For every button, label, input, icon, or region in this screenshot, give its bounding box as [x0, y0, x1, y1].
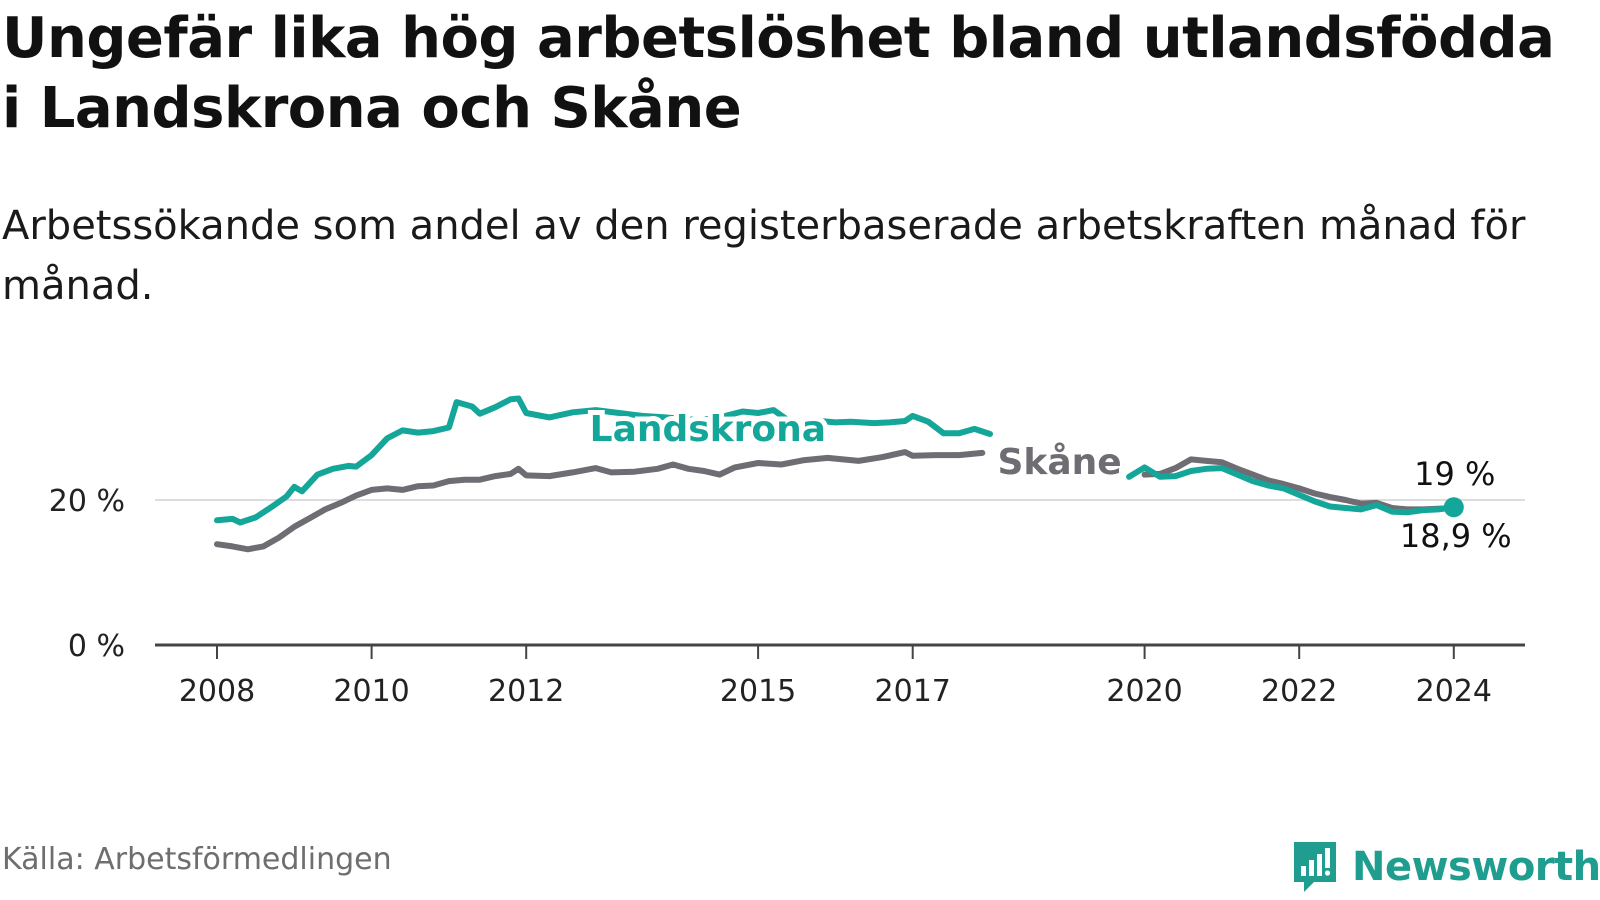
newsworthy-logo-text: Newsworthy	[1352, 844, 1600, 890]
newsworthy-logo[interactable]: Newsworthy	[1290, 838, 1600, 896]
x-tick-label: 2012	[488, 674, 564, 709]
chart-subtitle: Arbetssökande som andel av den registerb…	[2, 203, 1526, 309]
series-line-skane	[214, 449, 986, 553]
series-line-landskrona	[214, 395, 993, 526]
x-tick-label: 2024	[1416, 674, 1492, 709]
axis-layer: 0 % 20 % 2008 2010 2012 2015 2017 2020 2022 2024	[49, 484, 1525, 709]
x-tick-label: 2022	[1261, 674, 1337, 709]
series-label-skane: Skåne	[997, 442, 1121, 483]
end-label-landskrona: 19 %	[1414, 455, 1495, 493]
end-label-skane: 18,9 %	[1400, 517, 1512, 555]
series-layer	[214, 395, 1457, 553]
x-tick-label: 2020	[1106, 674, 1182, 709]
series-line-landskrona	[1126, 464, 1457, 516]
label-layer: Landskrona Skåne 19 % 18,9 %	[585, 404, 1512, 555]
series-label-landskrona: Landskrona	[590, 409, 826, 450]
line-chart: 0 %20 %2008 2010 2012 2015 2017 2020 2022 2024 …	[49, 395, 1525, 709]
source-note: Källa: Arbetsförmedlingen	[2, 842, 392, 877]
x-tick-label: 2015	[720, 674, 796, 709]
series-line-skane	[1141, 456, 1457, 513]
end-marker-landskrona	[1443, 497, 1464, 518]
chart-title: Ungefär lika hög arbetslöshet bland utla…	[2, 6, 1555, 141]
x-tick-label: 2010	[333, 674, 409, 709]
y-tick-label: 0 %	[68, 629, 125, 664]
x-tick-label: 2008	[179, 674, 255, 709]
x-tick-label: 2017	[875, 674, 951, 709]
newsworthy-logo-icon	[1294, 842, 1336, 892]
y-tick-label: 20 %	[49, 484, 125, 519]
